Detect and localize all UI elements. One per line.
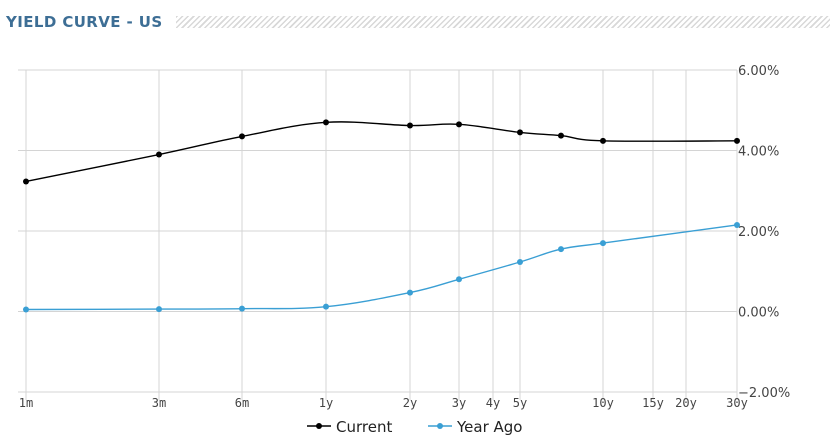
y-tick-label: 0.00% [738, 306, 779, 321]
x-tick-label: 20y [675, 396, 697, 410]
x-tick-label: 30y [726, 396, 748, 410]
legend-marker-current [316, 423, 322, 429]
x-tick-label: 3m [152, 396, 166, 410]
data-point-current [239, 133, 245, 140]
y-tick-label: 4.00% [738, 145, 779, 160]
chart-title: YIELD CURVE - US [6, 13, 163, 31]
series-line-current [25, 121, 738, 183]
title-hatch-decoration [176, 16, 830, 28]
data-point-year-ago [407, 289, 413, 296]
data-point-year-ago [600, 240, 606, 247]
x-tick-label: 4y [486, 396, 500, 410]
legend-label-current: Current [336, 418, 392, 436]
x-tick-label: 5y [513, 396, 527, 410]
data-point-year-ago [517, 258, 523, 265]
x-tick-label: 6m [235, 396, 249, 410]
data-point-year-ago [239, 305, 245, 312]
x-tick-label: 1y [319, 396, 333, 410]
y-tick-label: −2.00% [738, 386, 790, 401]
x-tick-label: 2y [403, 396, 417, 410]
data-point-current [517, 129, 523, 136]
legend-label-year-ago: Year Ago [456, 418, 523, 436]
data-point-current [156, 151, 162, 158]
data-point-year-ago [456, 276, 462, 283]
x-tick-label: 10y [592, 396, 614, 410]
data-point-current [734, 137, 740, 144]
data-point-year-ago [323, 303, 329, 310]
data-point-year-ago [558, 246, 564, 253]
x-tick-label: 15y [642, 396, 664, 410]
data-point-current [323, 119, 329, 126]
data-point-current [558, 132, 564, 139]
legend-marker-year-ago [437, 423, 443, 429]
data-point-year-ago [23, 306, 29, 313]
data-point-year-ago [156, 306, 162, 313]
chart-header: YIELD CURVE - US [6, 10, 832, 36]
data-point-year-ago [734, 221, 740, 228]
y-tick-label: 6.00% [738, 64, 779, 79]
data-point-current [23, 178, 29, 185]
data-point-current [456, 121, 462, 128]
data-point-current [600, 137, 606, 144]
x-tick-label: 3y [452, 396, 466, 410]
series-line-year-ago [25, 224, 738, 311]
data-point-current [407, 122, 413, 129]
y-tick-label: 2.00% [738, 225, 779, 240]
x-tick-label: 1m [19, 396, 33, 410]
